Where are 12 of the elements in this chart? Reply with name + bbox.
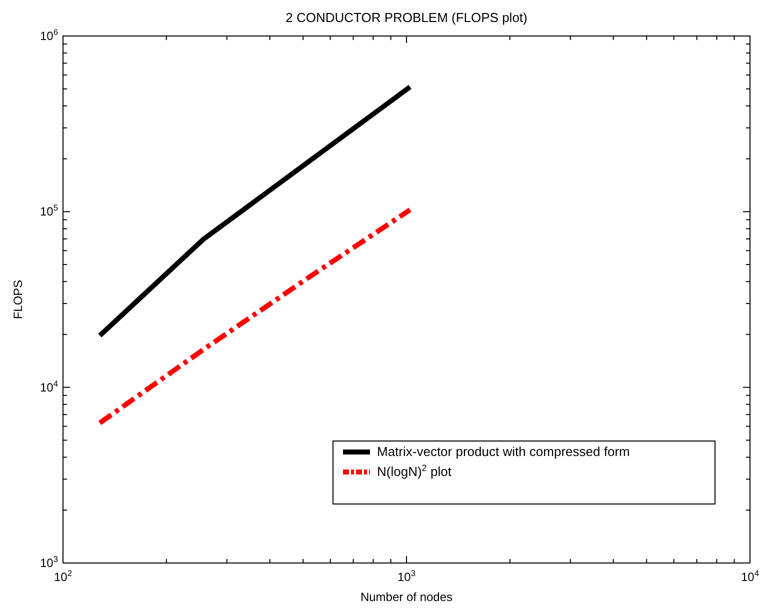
y-tick-label: 10$^{6}$ xyxy=(40,27,58,43)
legend-label: Matrix-vector product with compressed form xyxy=(377,444,630,459)
chart-title: 2 CONDUCTOR PROBLEM (FLOPS plot) xyxy=(286,10,528,25)
x-tick-label: 10$^{4}$ xyxy=(740,568,760,584)
y-tick-label: 10$^{3}$ xyxy=(40,554,58,570)
y-tick-label: 10$^{4}$ xyxy=(40,378,58,394)
legend-label: N(logN)$^{2}$ plot xyxy=(377,463,452,479)
y-tick-label: 10$^{5}$ xyxy=(40,202,58,219)
x-axis-title: Number of nodes xyxy=(360,590,453,604)
x-tick-label: 10$^{2}$ xyxy=(54,568,72,584)
y-axis-title: FLOPS xyxy=(11,280,25,320)
x-tick-label: 10$^{3}$ xyxy=(397,568,416,584)
